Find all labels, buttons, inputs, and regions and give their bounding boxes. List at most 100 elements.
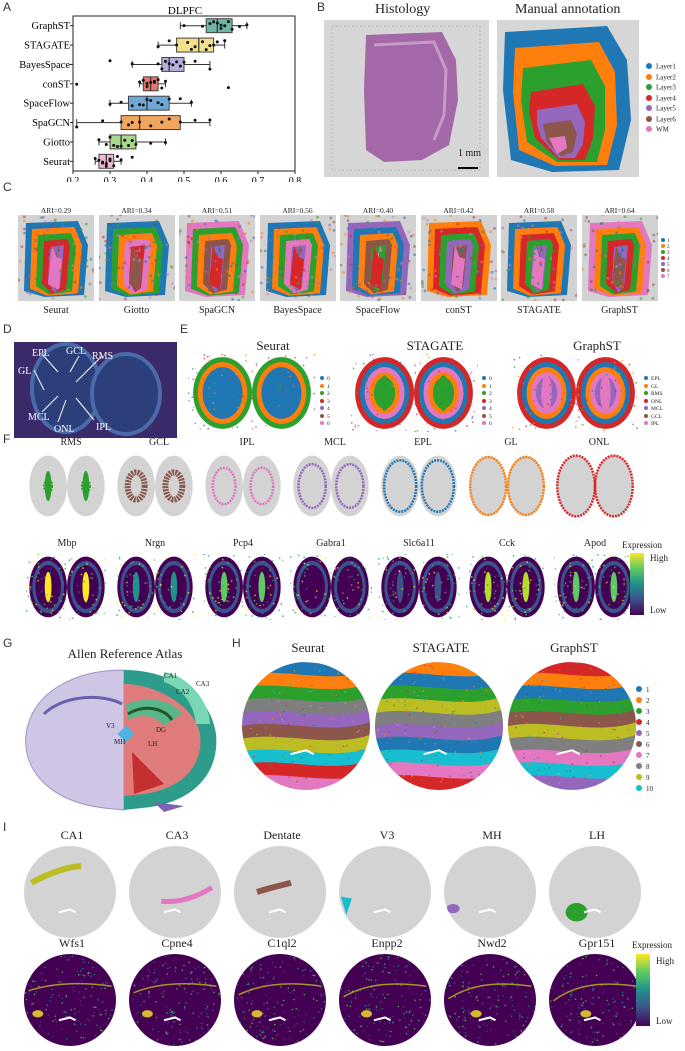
region-title: MH bbox=[482, 828, 502, 842]
legend-swatch bbox=[646, 63, 652, 70]
method-title: GraphST bbox=[550, 640, 598, 655]
legend-item: 3 bbox=[482, 398, 492, 405]
method-title: GraphST bbox=[573, 338, 621, 353]
data-point bbox=[178, 97, 182, 101]
method-title: STAGATE bbox=[412, 640, 470, 655]
data-point bbox=[160, 86, 164, 90]
scale-bar-label: 1 mm bbox=[458, 148, 482, 159]
legend-label: Layer2 bbox=[656, 72, 676, 81]
method-label: conST bbox=[445, 305, 472, 316]
legend-item: 1 bbox=[636, 686, 650, 694]
data-point bbox=[75, 82, 79, 86]
gene-title: Nwd2 bbox=[477, 936, 507, 950]
method-label: SpaceFlow bbox=[355, 305, 401, 316]
data-point bbox=[108, 102, 112, 106]
region-title: MCL bbox=[324, 437, 346, 448]
method-title: STAGATE bbox=[406, 338, 464, 353]
legend-label: 4 bbox=[327, 406, 330, 412]
hippocampus-region-map-dentate bbox=[234, 846, 330, 942]
region-label: GCL bbox=[66, 346, 86, 357]
gene-expression-map-pcp4 bbox=[202, 553, 284, 621]
allen-atlas-image: CA1 CA2 CA3 V3 MH LH DG bbox=[14, 664, 228, 814]
hippocampus-gene-maps: Wfs1 Cpne4 C1ql2 Enpp2 Nwd2 Gpr151 bbox=[24, 936, 644, 1048]
gene-expression-map-apod bbox=[553, 553, 636, 621]
data-point bbox=[123, 138, 127, 142]
legend-item: 3 bbox=[320, 398, 330, 405]
legend-label: 4 bbox=[646, 719, 650, 727]
x-tick-label: 0.3 bbox=[104, 176, 117, 182]
legend-item: 4 bbox=[320, 406, 330, 412]
cluster-map-seurat bbox=[17, 215, 95, 301]
region-title: EPL bbox=[414, 437, 432, 448]
data-point bbox=[115, 154, 119, 158]
data-point bbox=[245, 23, 249, 27]
category-label: conST bbox=[43, 79, 71, 90]
legend-item: EPL bbox=[644, 376, 661, 382]
data-point bbox=[219, 23, 223, 27]
cluster-map-graphst bbox=[580, 213, 659, 301]
hippocampus-region-map-v3 bbox=[339, 846, 435, 942]
atlas-region-label: LH bbox=[148, 740, 158, 748]
cluster-map-spagcn bbox=[177, 213, 257, 302]
data-point bbox=[112, 143, 116, 147]
data-point bbox=[145, 98, 149, 102]
x-tick-label: 0.4 bbox=[141, 176, 154, 182]
panel-label-c: C bbox=[3, 180, 12, 194]
legend-item: 1 bbox=[661, 238, 670, 244]
category-label: SpaGCN bbox=[32, 118, 70, 129]
data-point bbox=[145, 82, 149, 86]
legend-label: 6 bbox=[489, 421, 492, 427]
gene-title: Wfs1 bbox=[59, 936, 85, 950]
cluster-map-bayesspace bbox=[258, 215, 337, 301]
region-title: V3 bbox=[379, 828, 395, 842]
data-point bbox=[193, 59, 197, 63]
legend-item: 2 bbox=[636, 697, 650, 705]
region-title: Dentate bbox=[263, 828, 301, 842]
data-point bbox=[208, 22, 212, 26]
data-point bbox=[201, 40, 204, 44]
region-title: IPL bbox=[239, 437, 255, 448]
data-point bbox=[208, 67, 212, 71]
manual-annotation-image bbox=[497, 20, 639, 177]
data-point bbox=[164, 59, 167, 63]
method-title: Seurat bbox=[256, 338, 290, 353]
legend-label: WM bbox=[656, 125, 669, 134]
gene-title: Nrgn bbox=[144, 538, 166, 549]
data-point bbox=[189, 100, 193, 104]
data-point bbox=[108, 159, 112, 163]
legend-item: 7 bbox=[661, 274, 670, 280]
gene-title: Apod bbox=[583, 538, 607, 549]
legend-label: 4 bbox=[667, 257, 670, 262]
legend-swatch bbox=[646, 84, 652, 91]
legend-label: 1 bbox=[327, 383, 330, 390]
legend-label: Layer5 bbox=[656, 104, 676, 113]
data-point bbox=[75, 125, 79, 129]
legend-item: 3 bbox=[636, 708, 650, 716]
region-title: ONL bbox=[588, 437, 610, 448]
panel-label-a: A bbox=[3, 0, 12, 14]
data-point bbox=[149, 98, 153, 102]
region-label: GL bbox=[18, 366, 32, 377]
legend-label: MCL bbox=[651, 406, 663, 412]
data-point bbox=[93, 157, 97, 161]
data-point bbox=[141, 103, 145, 107]
ari-score: ARI=0.42 bbox=[443, 206, 474, 215]
atlas-region-label: DG bbox=[156, 726, 167, 734]
legend-label: GCL bbox=[651, 413, 662, 420]
data-point bbox=[226, 86, 230, 90]
legend-item: 5 bbox=[320, 413, 330, 420]
data-point bbox=[186, 40, 190, 44]
histology-title: Histology bbox=[375, 2, 431, 17]
legend-label: Layer3 bbox=[656, 83, 676, 92]
legend-item: 6 bbox=[661, 268, 670, 274]
ari-score: ARI=0.56 bbox=[282, 206, 313, 215]
region-map-gl bbox=[466, 453, 548, 519]
olfactory-bulb-clusters: Seurat 0 1 2 3 4 5 6 STAGATE 0 1 2 3 4 5 6 GraphST EPL GL R… bbox=[187, 338, 685, 438]
data-point bbox=[156, 101, 160, 105]
data-point bbox=[138, 80, 142, 84]
data-point bbox=[97, 158, 101, 162]
hippocampus-region-map-lh bbox=[549, 846, 645, 942]
legend-item: 4 bbox=[482, 406, 492, 412]
legend-item: 2 bbox=[320, 391, 330, 397]
method-title: Seurat bbox=[291, 640, 325, 655]
